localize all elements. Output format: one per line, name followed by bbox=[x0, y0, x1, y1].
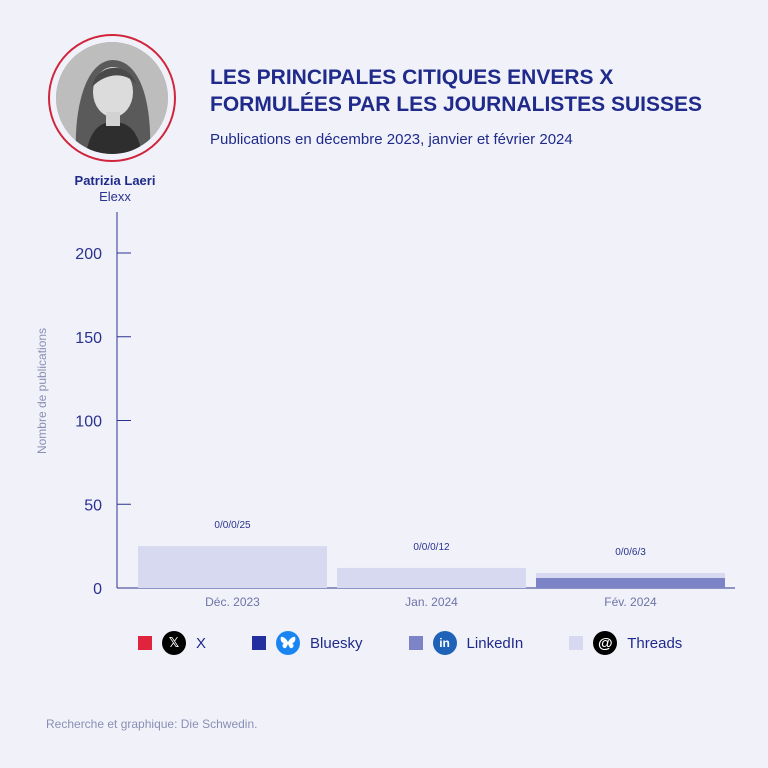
bar-data-label: 0/0/0/25 bbox=[214, 520, 251, 531]
bar-data-label: 0/0/0/12 bbox=[413, 542, 450, 553]
y-tick-label: 0 bbox=[93, 581, 102, 598]
y-tick-label: 150 bbox=[75, 330, 102, 347]
chart-title: LES PRINCIPALES CITIQUES ENVERS X FORMUL… bbox=[210, 64, 750, 118]
chart-title-line-1: LES PRINCIPALES CITIQUES ENVERS X bbox=[210, 66, 614, 89]
legend-swatch-linkedin bbox=[408, 636, 423, 650]
legend-item-bluesky: Bluesky bbox=[252, 631, 363, 655]
legend-swatch-bluesky bbox=[252, 636, 267, 650]
bar-linkedin-2 bbox=[536, 577, 725, 588]
x-tick-label: Jan. 2024 bbox=[405, 595, 458, 609]
bluesky-logo-icon bbox=[276, 631, 301, 655]
chart-subtitle: Publications en décembre 2023, janvier e… bbox=[210, 131, 573, 148]
y-axis-label: Nombre de publications bbox=[35, 328, 49, 454]
y-tick-label: 200 bbox=[75, 246, 102, 263]
author-organization: Elexx bbox=[99, 189, 131, 204]
stacked-bar-chart: 0 50 100 150 200 Nombre de publications 0/0/0/… bbox=[35, 212, 735, 609]
author-avatar bbox=[48, 34, 176, 162]
bar-threads-1 bbox=[337, 567, 526, 588]
bar-data-label: 0/0/6/3 bbox=[615, 547, 646, 558]
threads-logo-icon: @ bbox=[593, 631, 618, 655]
legend-swatch-threads bbox=[569, 636, 584, 650]
bar-threads-2 bbox=[536, 572, 725, 578]
legend-item-x: 𝕏 X bbox=[138, 631, 206, 655]
author-photo bbox=[56, 42, 168, 154]
source-credit: Recherche et graphique: Die Schwedin. bbox=[46, 717, 258, 731]
legend-label-threads: Threads bbox=[627, 634, 683, 652]
chart-legend: 𝕏 X Bluesky in LinkedIn @ Threads bbox=[138, 630, 682, 656]
bar-threads-0 bbox=[138, 546, 327, 588]
chart-title-line-2: FORMULÉES PAR LES JOURNALISTES SUISSES bbox=[210, 93, 703, 116]
x-logo-icon: 𝕏 bbox=[162, 631, 186, 655]
legend-label-bluesky: Bluesky bbox=[310, 634, 363, 652]
legend-label-x: X bbox=[196, 634, 207, 652]
legend-item-threads: @ Threads bbox=[569, 631, 682, 655]
legend-label-linkedin: LinkedIn bbox=[466, 634, 524, 652]
y-tick-label: 100 bbox=[75, 414, 102, 431]
legend-item-linkedin: in LinkedIn bbox=[408, 631, 524, 655]
x-tick-label: Fév. 2024 bbox=[604, 595, 657, 609]
author-name: Patrizia Laeri bbox=[74, 173, 156, 188]
x-tick-label: Déc. 2023 bbox=[205, 595, 260, 609]
legend-swatch-x bbox=[138, 636, 152, 650]
linkedin-logo-icon: in bbox=[432, 631, 457, 655]
y-tick-label: 50 bbox=[84, 497, 102, 514]
